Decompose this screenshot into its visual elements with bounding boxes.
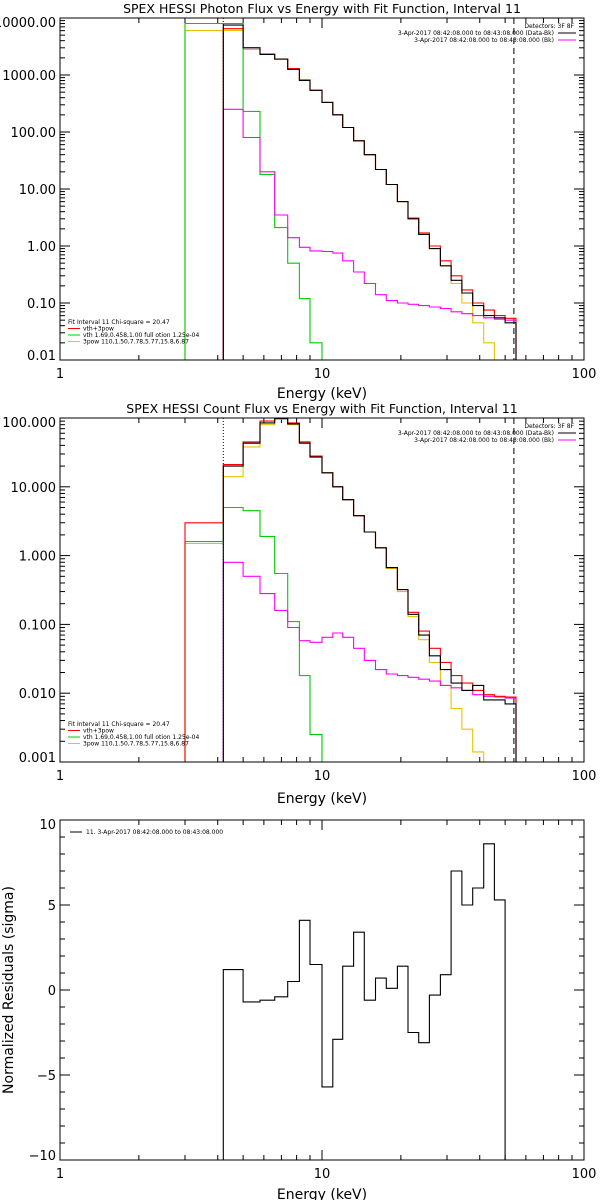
y-tick-label: −10 [29,1149,56,1164]
x-tick-label: 100 [572,769,597,784]
plot-frame [59,17,585,361]
y-axis-label: Normalized Residuals (sigma) [1,886,17,1094]
legend-item-1: vth+3pow [83,728,114,735]
series-vth [184,506,516,763]
legend-item-3: 3pow 110,1.50,7.78,5.77,15.8,6.87 [83,741,189,748]
series-total [184,417,517,762]
chart-title: SPEX HESSI Count Flux vs Energy with Fit… [126,401,517,416]
x-tick-label: 100 [572,367,597,382]
y-tick-label: 10 [39,818,56,833]
y-tick-label: −5 [37,1069,56,1084]
series-combined [184,418,516,763]
series-data [222,843,506,1160]
x-tick-label: 100 [572,1167,597,1182]
plot-frame [59,819,585,1161]
legend-item-1: vth+3pow [83,326,114,333]
x-tick-label: 1 [56,769,64,784]
x-tick-label: 10 [314,1167,331,1182]
series-data [222,24,517,360]
legend-data-interval: 3-Apr-2017 08:42:08.000 to 08:43:08.000 … [398,30,554,37]
series-vth [184,22,516,361]
y-tick-label: 1.000 [19,550,56,565]
series-total [222,28,517,360]
y-tick-label: 1.00 [27,240,56,255]
legend-item-2: vth 1.69,0.458,1.00 full otion 1.25e-04 [83,734,199,741]
y-tick-label: 100.00 [11,126,57,141]
x-tick-label: 1 [56,367,64,382]
y-tick-label: 5 [48,899,56,914]
x-tick-label: 1 [56,1167,64,1182]
legend-item-2: vth 1.69,0.458,1.00 full otion 1.25e-04 [83,332,199,339]
x-tick-label: 10 [314,769,331,784]
x-axis-label: Energy (keV) [277,386,367,402]
legend-bk-interval: 3-Apr-2017 08:42:08.000 to 08:43:08.000 … [414,437,554,444]
y-tick-label: 1000.00 [2,69,56,84]
plot-frame [59,417,585,763]
legend-fit-info: Fit Interval 11 Chi-square = 20.47 [68,721,170,728]
series-bpow [222,561,517,762]
x-axis-label: Energy (keV) [277,791,367,807]
y-tick-label: 100.000 [2,416,56,431]
y-tick-label: 0.001 [19,751,56,766]
y-tick-label: 0.01 [27,349,56,364]
legend-item-3: 3pow 110,1.50,7.78,5.77,15.8,6.87 [83,339,189,346]
legend-bk-interval: 3-Apr-2017 08:42:08.000 to 08:43:08.000 … [414,37,554,44]
y-tick-label: 0.10 [27,297,56,312]
series-data [222,418,517,762]
y-tick-label: 10000.00 [0,16,56,31]
y-tick-label: 10.00 [19,183,56,198]
series-bpow [222,108,517,360]
x-tick-label: 10 [314,367,331,382]
legend-detectors: Detectors: 3F 8F [524,423,574,430]
legend-detectors: Detectors: 3F 8F [524,23,574,30]
y-tick-label: 0.100 [19,618,56,633]
y-tick-label: 0.010 [19,687,56,702]
x-axis-label: Energy (keV) [277,1187,367,1200]
y-tick-label: 10.000 [11,481,57,496]
chart-title: SPEX HESSI Photon Flux vs Energy with Fi… [123,1,521,16]
legend-data-interval: 3-Apr-2017 08:42:08.000 to 08:43:08.000 … [398,430,554,437]
legend-fit-info: Fit Interval 11 Chi-square = 20.47 [68,319,170,326]
legend-residual-interval: 11. 3-Apr-2017 08:42:08.000 to 08:43:08.… [86,829,223,836]
series-combined [184,30,516,361]
y-tick-label: 0 [48,984,56,999]
